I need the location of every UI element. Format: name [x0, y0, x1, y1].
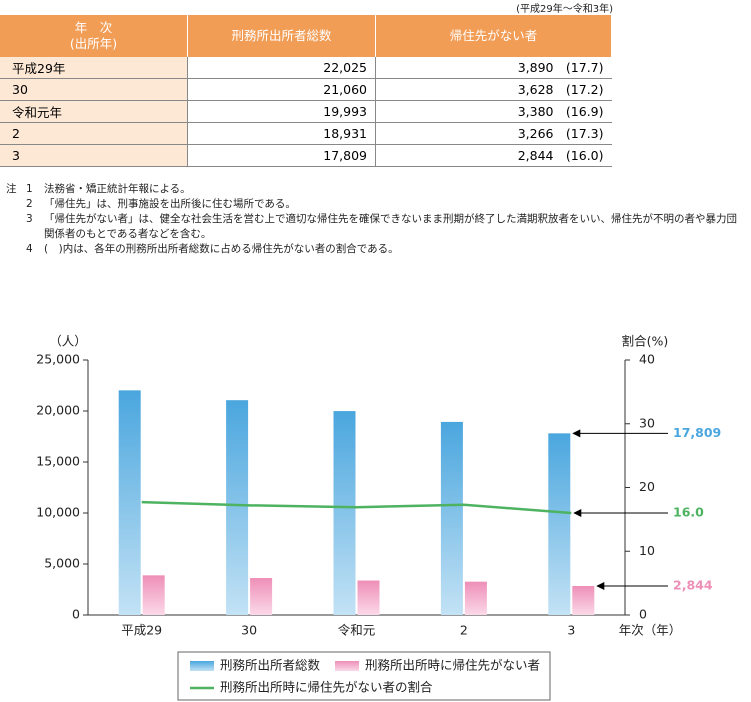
no-home-count: 2,844: [517, 148, 554, 163]
row: 2 18,931 3,266 (17.3): [0, 122, 612, 145]
no-home-count: 3,628: [517, 82, 554, 97]
no-home-count: 3,890: [517, 60, 554, 75]
no-home-cell: 3,266 (17.3): [375, 122, 612, 145]
bar: [226, 400, 249, 615]
note-text: 「帰住先」は、刑事施設を出所後に住む場所である。: [44, 198, 296, 210]
note-text: 「帰住先がない者」は、健全な社会生活を営む上で適切な帰住先を確保できないまま刑期…: [44, 213, 737, 240]
ratio: (16.9): [565, 104, 604, 119]
y-axis-label: （人）: [49, 334, 87, 349]
y-tick-label: 20,000: [36, 403, 80, 418]
header-cell: 年 次 (出所年): [0, 15, 188, 57]
total-cell: 18,931: [187, 122, 376, 145]
x-tick-label: 平成29: [121, 623, 162, 638]
legend-box: [177, 651, 551, 701]
note-number: 1: [26, 183, 33, 195]
total-cell: 21,060: [187, 78, 376, 101]
x-tick-label: 3: [567, 623, 575, 638]
x-tick-label: 令和元: [338, 623, 376, 638]
bar: [118, 390, 141, 615]
y-tick-label: 0: [72, 607, 80, 622]
no-home-count: 3,266: [517, 126, 554, 141]
legend-label: 刑務所出所時に帰住先がない者: [365, 658, 540, 673]
year-cell: 平成29年: [0, 57, 188, 79]
note-number: 3: [26, 213, 33, 225]
total-cell: 22,025: [187, 57, 376, 79]
header-cell: 刑務所出所者総数: [187, 15, 376, 57]
y2-tick-label: 10: [639, 543, 655, 558]
header-cell: 帰住先がない者: [375, 15, 612, 57]
ratio: (17.7): [565, 60, 604, 75]
total-cell: 19,993: [187, 100, 376, 123]
note: 注 1 法務省・矯正統計年報による。: [6, 182, 746, 197]
header-line: 年 次: [74, 20, 113, 35]
value-label: 2,844: [673, 577, 713, 592]
legend-label: 刑務所出所時に帰住先がない者の割合: [220, 680, 433, 695]
bar: [464, 581, 487, 615]
legend-label: 刑務所出所者総数: [220, 658, 321, 673]
y2-tick-label: 0: [639, 607, 647, 622]
y2-tick-label: 40: [639, 352, 655, 367]
bar: [572, 585, 595, 615]
no-home-cell: 2,844 (16.0): [375, 144, 612, 167]
note: 2 「帰住先」は、刑事施設を出所後に住む場所である。: [6, 197, 746, 212]
total-cell: 17,809: [187, 144, 376, 167]
y-tick-label: 25,000: [36, 352, 80, 367]
legend-swatch: [190, 661, 214, 671]
bar: [440, 421, 463, 615]
row: 30 21,060 3,628 (17.2): [0, 78, 612, 101]
no-home-cell: 3,380 (16.9): [375, 100, 612, 123]
y2-tick-label: 30: [639, 415, 655, 430]
bar: [357, 580, 380, 615]
legend-swatch: [335, 661, 359, 671]
note-text: ( )内は、各年の刑務所出所者総数に占める帰住先がない者の割合である。: [44, 243, 399, 255]
y2-tick-label: 20: [639, 479, 655, 494]
ratio: (17.2): [565, 82, 604, 97]
note-text: 法務省・矯正統計年報による。: [44, 183, 191, 195]
value-label: 16.0: [673, 505, 704, 520]
note-number: 4: [26, 243, 33, 255]
no-home-count: 3,380: [517, 104, 554, 119]
bar: [548, 433, 571, 615]
value-label: 17,809: [673, 425, 721, 440]
ratio-line: [141, 500, 572, 515]
bar: [250, 577, 273, 615]
note: 3 「帰住先がない者」は、健全な社会生活を営む上で適切な帰住先を確保できないまま刑…: [6, 212, 746, 242]
table: 年 次 (出所年) 刑務所出所者総数 帰住先がない者 平成29年 22,025 3,890(…: [0, 15, 612, 167]
note-label: 注: [6, 183, 17, 195]
row: 令和元年 19,993 3,380 (16.9): [0, 100, 612, 123]
y-tick-label: 10,000: [36, 505, 80, 520]
note: 4 ( )内は、各年の刑務所出所者総数に占める帰住先がない者の割合である。: [6, 242, 746, 257]
y2-axis-label: 割合(%): [622, 334, 669, 349]
ratio: (17.3): [565, 126, 604, 141]
x-axis-label: 年次（年）: [619, 623, 682, 638]
period: (平成29年～令和3年): [516, 4, 613, 15]
ratio: (16.0): [565, 148, 604, 163]
x-tick-label: 30: [241, 623, 257, 638]
bar: [333, 411, 356, 615]
row: 平成29年 22,025 3,890 (17.7): [0, 57, 612, 79]
no-home-cell: 3,890 (17.7): [375, 57, 612, 79]
note-number: 2: [26, 198, 33, 210]
notes: 注 1 法務省・矯正統計年報による。 2 「帰住先」は、刑事施設を出所後に住む場所である…: [6, 182, 746, 257]
year-cell: 2: [0, 122, 188, 145]
y-tick-label: 15,000: [36, 454, 80, 469]
row: 3 17,809 2,844 (16.0): [0, 144, 612, 167]
no-home-cell: 3,628 (17.2): [375, 78, 612, 101]
year-cell: 3: [0, 144, 188, 167]
x-tick-label: 2: [460, 623, 468, 638]
year-cell: 令和元年: [0, 100, 188, 123]
bar: [142, 575, 165, 615]
y-tick-label: 5,000: [44, 556, 80, 571]
header-line: (出所年): [69, 36, 118, 51]
year-cell: 30: [0, 78, 188, 101]
